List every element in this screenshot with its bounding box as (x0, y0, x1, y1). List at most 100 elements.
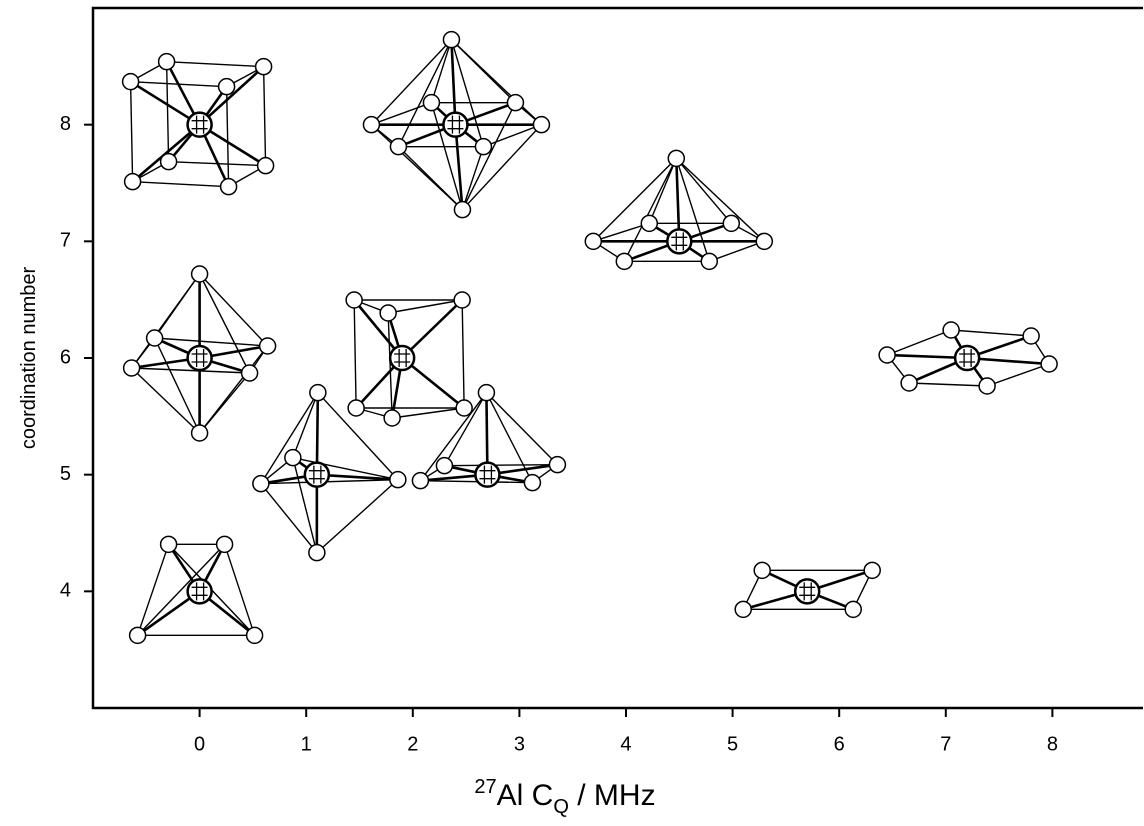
polyhedron-marker (362, 30, 551, 219)
edge (986, 363, 1050, 387)
atom (844, 600, 862, 619)
edge (444, 463, 558, 467)
atom (219, 177, 238, 196)
edge (450, 39, 485, 147)
atom (584, 232, 603, 251)
edge (443, 392, 488, 467)
x-tick-label: 7 (940, 733, 951, 755)
atom (159, 152, 178, 171)
atom (215, 535, 234, 554)
central-atom-hatch (191, 582, 208, 601)
edge (461, 146, 485, 210)
edge (153, 337, 201, 434)
edge (260, 478, 398, 485)
bond (454, 124, 464, 210)
edge (131, 367, 201, 434)
atom (123, 172, 142, 191)
edge (316, 479, 399, 554)
atom (474, 137, 493, 156)
polyhedron-marker (122, 265, 277, 442)
x-axis-label-part: Al C (497, 779, 554, 812)
y-tick-label: 4 (60, 580, 71, 602)
polyhedron-marker (411, 383, 567, 492)
edge (450, 39, 516, 104)
edge (262, 66, 267, 166)
atom (435, 456, 454, 475)
edge (951, 329, 1032, 337)
plot-frame (91, 6, 1143, 710)
central-atom (953, 344, 981, 372)
atom (252, 474, 270, 493)
atom (217, 77, 236, 96)
atom (734, 600, 752, 619)
central-atom-hatch (671, 232, 688, 251)
edge (709, 240, 765, 262)
atom (422, 93, 441, 112)
polyhedron-marker (734, 561, 881, 619)
edge (675, 157, 765, 242)
edge (675, 158, 710, 262)
atom (309, 383, 327, 402)
y-tick-label: 8 (60, 113, 71, 135)
atom (615, 252, 634, 271)
x-axis-label-part: Q (553, 796, 569, 818)
central-atom (442, 111, 469, 138)
atom (1022, 327, 1040, 345)
edge (154, 337, 268, 347)
edge (430, 39, 453, 103)
edge (131, 367, 250, 374)
edge (397, 39, 453, 147)
atom (667, 149, 686, 168)
atom (477, 383, 496, 402)
atom (190, 265, 209, 283)
atom (389, 470, 407, 489)
atom (240, 364, 259, 382)
edge (129, 81, 134, 182)
central-atom-hatch (959, 349, 976, 367)
edge (137, 543, 226, 636)
atom (254, 57, 273, 76)
atom (722, 214, 741, 233)
y-tick-label: 7 (60, 230, 71, 252)
central-atom-hatch (394, 349, 411, 367)
x-tick-label: 3 (514, 733, 525, 755)
edge (388, 299, 463, 314)
edge (353, 299, 357, 409)
edge (225, 86, 230, 187)
edge (223, 544, 256, 636)
x-axis-label-part: 27 (474, 776, 496, 798)
bond (887, 353, 968, 360)
bond (674, 158, 681, 242)
edge (292, 392, 319, 458)
central-atom-hatch (799, 582, 816, 601)
edge (136, 544, 170, 636)
central-atom-hatch (308, 465, 325, 484)
polyhedron-marker (121, 52, 275, 196)
y-axis-label: coordination number (18, 266, 40, 449)
edge (260, 392, 319, 485)
atom (640, 214, 659, 233)
atom (379, 304, 397, 322)
edge (592, 157, 677, 242)
edge (165, 61, 170, 162)
edge (154, 273, 201, 339)
y-tick-label: 5 (60, 463, 71, 485)
bond (316, 473, 398, 481)
edge (317, 392, 399, 481)
x-axis-label: 27Al CQ / MHz (474, 776, 655, 818)
edge (132, 180, 229, 188)
x-tick-label: 5 (727, 733, 738, 755)
atom (1040, 355, 1058, 373)
atom (258, 337, 277, 355)
polyhedron-marker (128, 535, 264, 645)
edge (370, 39, 452, 126)
atom (256, 156, 275, 175)
atom (145, 329, 164, 347)
central-atom-hatch (479, 465, 496, 484)
atom (548, 455, 567, 474)
edge (199, 345, 269, 434)
edge (461, 299, 465, 409)
polyhedron-marker (252, 383, 407, 562)
edge (909, 382, 988, 387)
edge (648, 158, 677, 224)
